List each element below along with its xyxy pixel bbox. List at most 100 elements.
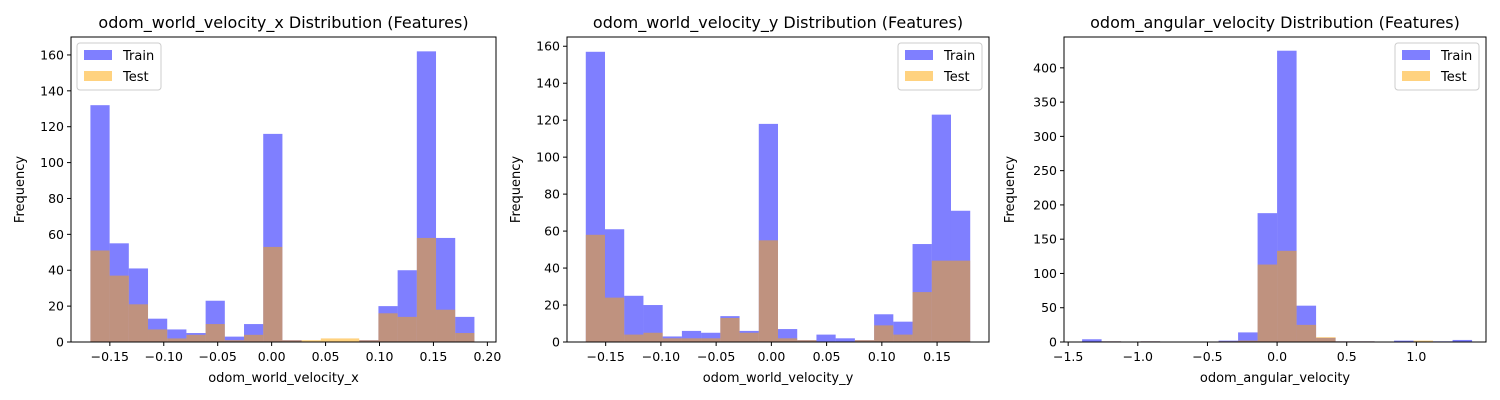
x-tick-label: −0.15	[587, 349, 625, 364]
chart-title: odom_world_velocity_x Distribution (Feat…	[98, 13, 468, 33]
test-bar	[128, 304, 149, 342]
test-bar	[359, 340, 379, 342]
x-tick-label: −1.5	[1053, 349, 1083, 364]
test-bar	[854, 340, 875, 342]
legend-swatch-train	[1402, 50, 1430, 60]
y-tick-label: 80	[544, 187, 560, 202]
x-tick-label: 0.0	[1267, 349, 1287, 364]
test-bar	[436, 309, 456, 342]
y-tick-label: 200	[1033, 197, 1057, 212]
y-tick-label: 140	[40, 83, 64, 98]
test-bar	[263, 246, 283, 342]
y-tick-label: 150	[1033, 232, 1057, 247]
chart-panel-angular-velocity: 0 50 100 150 200 250 300 350 400 −1.5 −1.0 −0.5 0.0…	[1003, 13, 1487, 386]
train-bar	[1082, 339, 1102, 342]
y-tick-label: 80	[48, 191, 64, 206]
y-tick-label: 0	[1049, 335, 1057, 350]
test-bar	[1257, 264, 1278, 342]
plot-frame	[566, 36, 990, 343]
test-bar	[90, 250, 110, 342]
test-bar	[320, 338, 341, 342]
test-bar	[874, 325, 894, 342]
x-tick-label: 0.15	[420, 349, 448, 364]
y-axis-label: Frequency	[13, 156, 28, 223]
x-tick-label: 0.05	[813, 349, 841, 364]
y-tick-label: 50	[1041, 300, 1057, 315]
test-bar	[109, 275, 129, 342]
test-bar	[301, 340, 321, 342]
test-bar	[931, 260, 951, 342]
legend-label-test: Test	[943, 70, 970, 85]
y-tick-label: 160	[40, 47, 64, 62]
test-bars	[1101, 250, 1434, 342]
chart-panel-velocity-x: 0 20 40 60 80 100 120 140 160 −0.15 −0.10 −0.05 0.0…	[13, 13, 501, 386]
y-axis-label: Frequency	[1003, 156, 1018, 223]
y-tick-label: 100	[1033, 266, 1057, 281]
y-axis: 0 20 40 60 80 100 120 140 160	[40, 47, 71, 350]
test-bar	[167, 338, 187, 342]
x-tick-label: 0.10	[366, 349, 394, 364]
legend-label-train: Train	[122, 49, 154, 64]
y-axis-label: Frequency	[509, 156, 524, 223]
x-axis: −0.15 −0.10 −0.05 0.00 0.05 0.10 0.15	[587, 342, 951, 364]
test-bar	[416, 237, 437, 342]
test-bars	[585, 234, 971, 342]
plot-frame	[70, 36, 497, 343]
test-bar	[720, 317, 740, 342]
x-tick-label: −0.5	[1192, 349, 1222, 364]
x-tick-label: 0.00	[258, 349, 286, 364]
legend: Train Test	[76, 42, 162, 91]
test-bar	[758, 240, 778, 342]
train-bar	[224, 336, 245, 342]
legend-swatch-test	[905, 71, 933, 81]
y-tick-label: 100	[40, 155, 64, 170]
test-bar	[244, 334, 264, 342]
test-bar	[643, 332, 663, 342]
y-tick-label: 40	[48, 263, 64, 278]
x-tick-label: 0.5	[1337, 349, 1357, 364]
y-tick-label: 0	[552, 335, 560, 350]
test-bar	[1238, 340, 1258, 342]
test-bar	[1296, 324, 1317, 342]
test-bar	[950, 260, 971, 342]
x-tick-label: 0.00	[757, 349, 785, 364]
legend-label-train: Train	[943, 49, 975, 64]
test-bar	[624, 334, 644, 342]
x-tick-label: −0.15	[91, 349, 129, 364]
test-bar	[148, 329, 168, 342]
legend: Train Test	[1394, 42, 1480, 91]
test-bar	[224, 340, 245, 342]
x-tick-label: 0.10	[868, 349, 896, 364]
y-tick-label: 300	[1033, 129, 1057, 144]
test-bar	[797, 340, 817, 342]
test-bar	[681, 338, 702, 342]
y-tick-label: 120	[40, 119, 64, 134]
legend-label-train: Train	[1440, 49, 1472, 64]
test-bar	[778, 338, 798, 342]
x-tick-label: 0.20	[473, 349, 501, 364]
y-axis: 0 20 40 60 80 100 120 140 160	[536, 39, 567, 350]
y-tick-label: 120	[536, 113, 560, 128]
y-tick-label: 100	[536, 150, 560, 165]
x-tick-label: −1.0	[1123, 349, 1153, 364]
x-axis: −1.5 −1.0 −0.5 0.0 0.5 1.0	[1053, 342, 1426, 364]
train-bar	[1452, 339, 1473, 342]
legend: Train Test	[897, 42, 983, 91]
test-bar	[340, 338, 360, 342]
x-tick-label: 0.15	[923, 349, 951, 364]
y-tick-label: 20	[544, 298, 560, 313]
test-bars	[90, 237, 475, 342]
x-axis-label: odom_angular_velocity	[1200, 371, 1351, 386]
x-tick-label: −0.05	[199, 349, 237, 364]
test-bar	[605, 297, 625, 342]
train-bar	[835, 338, 855, 342]
test-bar	[205, 324, 225, 342]
test-bar	[186, 334, 206, 342]
y-axis: 0 50 100 150 200 250 300 350 400	[1033, 60, 1064, 350]
y-tick-label: 60	[48, 227, 64, 242]
test-bar	[378, 313, 398, 342]
train-bar	[701, 332, 721, 342]
y-tick-label: 250	[1033, 163, 1057, 178]
test-bar	[739, 332, 759, 342]
train-bar	[1238, 332, 1258, 342]
